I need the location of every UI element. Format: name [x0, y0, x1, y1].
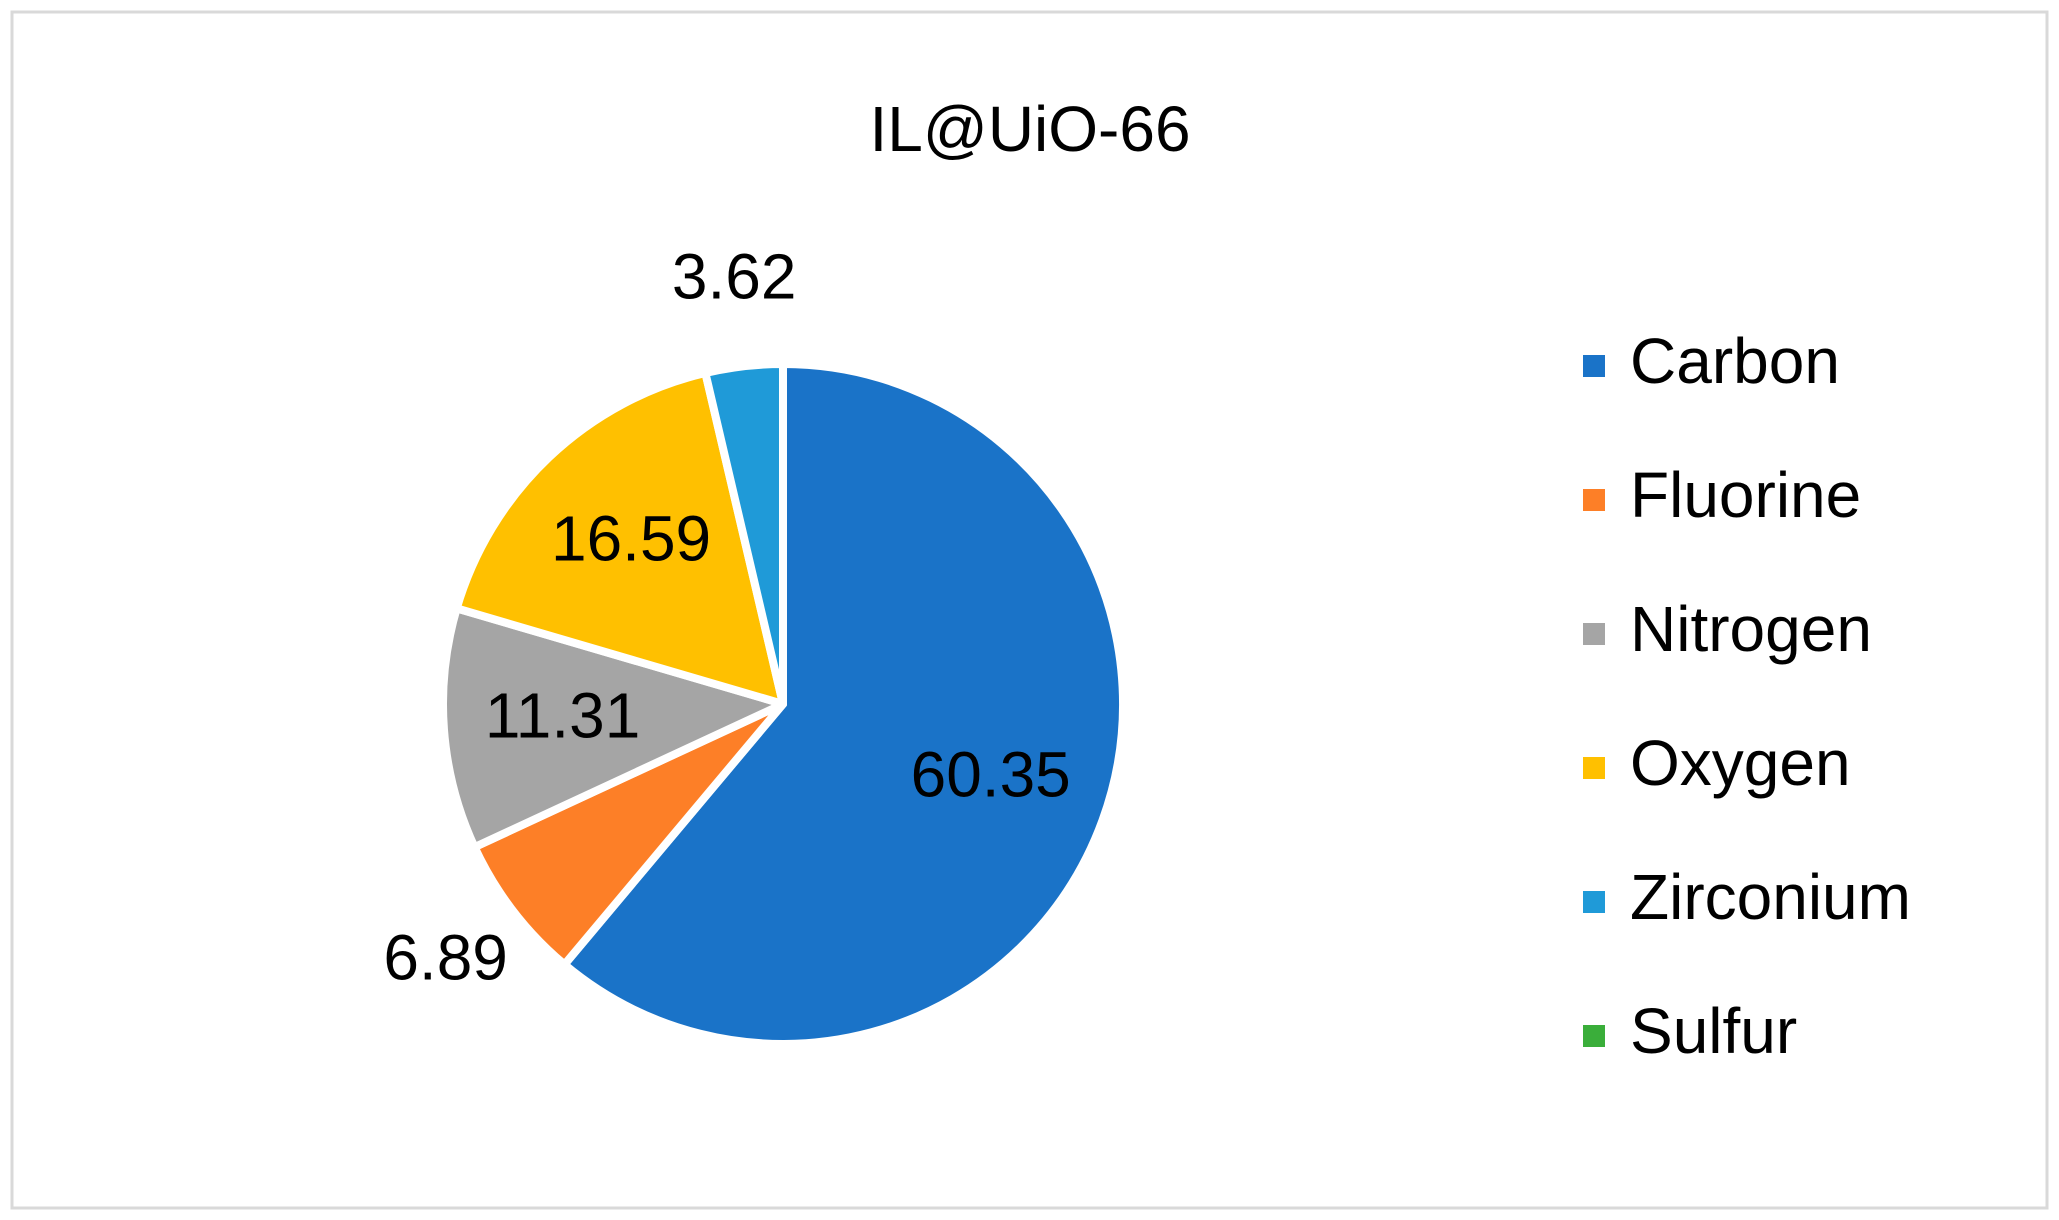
legend-label: Nitrogen [1630, 593, 1872, 665]
pie-slice [560, 360, 1127, 1048]
legend-label: Fluorine [1630, 459, 1861, 531]
data-label: 6.89 [383, 921, 508, 993]
legend-label: Oxygen [1630, 727, 1851, 799]
data-label: 11.31 [485, 679, 640, 751]
legend-swatch [1583, 757, 1605, 779]
legend-label: Zirconium [1630, 861, 1911, 933]
chart-title: IL@UiO-66 [869, 93, 1190, 165]
pie-slice [452, 368, 787, 708]
legend-label: Carbon [1630, 325, 1840, 397]
data-label: 60.35 [911, 738, 1071, 810]
pie-slice [439, 604, 787, 852]
legend-swatch [1583, 355, 1605, 377]
legend-swatch [1583, 1025, 1605, 1047]
legend-swatch [1583, 891, 1605, 913]
legend-label: Sulfur [1630, 995, 1797, 1067]
legend-swatch [1583, 489, 1605, 511]
pie-slice [470, 700, 787, 969]
data-label: 16.59 [551, 502, 711, 574]
legend-swatch [1583, 623, 1605, 645]
data-label: 3.62 [672, 241, 797, 313]
